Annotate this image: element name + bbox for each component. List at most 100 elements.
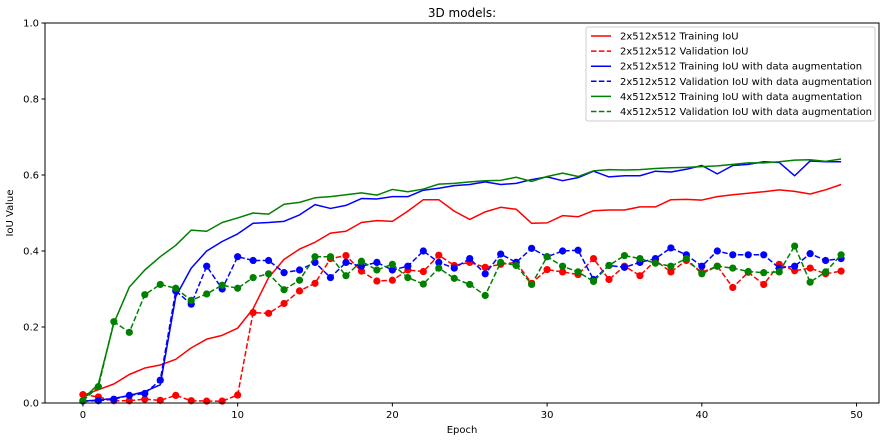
legend-label: 2x512x512 Validation IoU with data augme… [620,77,872,88]
data-point [682,255,690,263]
data-point [636,272,644,280]
data-point [357,257,366,265]
data-point [311,279,319,287]
x-tick-label: 0 [80,410,86,421]
data-point [249,274,257,282]
data-point [822,268,830,276]
series-line [82,254,842,402]
data-point [528,280,536,289]
data-point [466,280,474,289]
data-point [419,280,427,288]
data-point [481,291,489,300]
y-tick-label: 0.6 [23,171,39,182]
chart-title: 3D models: [428,6,496,20]
data-point [311,253,319,261]
legend-label: 4x512x512 Validation IoU with data augme… [620,107,872,118]
x-axis: 0 10 20 30 40 50 [80,403,863,421]
data-point [249,308,257,317]
data-point [125,391,133,399]
data-point [249,256,257,265]
y-tick-label: 0.4 [23,247,39,258]
data-point [156,280,164,289]
series-1 [82,183,842,397]
x-tick-label: 20 [386,410,399,421]
legend-label: 2x512x512 Validation IoU [620,47,749,58]
legend-entry: 2x512x512 Validation IoU with data augme… [591,77,872,88]
data-point [589,255,598,263]
series-3 [82,160,842,402]
legend-label: 2x512x512 Training IoU with data augment… [620,62,862,73]
data-point [651,259,660,267]
data-point [280,269,288,277]
data-point [156,376,164,384]
data-point [450,274,458,282]
data-point [234,284,242,292]
data-point [605,275,613,284]
legend-box [585,26,876,122]
data-point [698,262,706,270]
data-point [234,253,242,261]
legend-entry: 4x512x512 Validation IoU with data augme… [591,107,872,118]
series-6 [79,242,845,405]
data-point [729,264,737,272]
data-point [806,278,814,286]
data-point [558,262,567,270]
data-point [342,272,350,280]
data-point [729,251,737,259]
data-point [435,251,443,259]
data-point [141,389,149,398]
data-point [729,283,737,292]
data-point [806,264,814,272]
series-line [82,158,842,400]
data-point [373,266,381,274]
series-line [82,183,842,397]
data-point [497,250,505,258]
legend-entry: 2x512x512 Validation IoU [591,47,749,58]
data-point [172,391,180,399]
data-point [528,244,536,252]
data-point [497,258,505,266]
legend-label: 2x512x512 Training IoU [620,32,739,43]
data-point [760,280,768,289]
data-point [404,274,412,282]
data-point [435,264,443,272]
data-point [125,328,133,336]
legend-entry: 4x512x512 Training IoU with data augment… [591,92,862,103]
data-point [264,270,273,278]
x-tick-label: 40 [695,410,708,421]
data-point [373,277,381,285]
data-point [620,251,629,260]
data-point [203,397,211,405]
data-point [373,258,381,266]
data-point [218,281,226,289]
data-point [450,264,458,272]
data-point [172,284,180,292]
data-point [775,268,783,276]
data-point [388,260,396,268]
data-point [667,262,675,270]
data-point [760,251,768,259]
data-point [141,395,149,403]
y-tick-label: 0.0 [23,399,39,410]
data-point [435,258,443,266]
data-point [110,318,118,326]
data-point [342,251,350,260]
data-point [326,253,335,261]
plot-area-frame [44,22,880,404]
data-point [326,274,335,282]
y-axis: 0.0 0.2 0.4 0.6 0.8 1.0 [23,19,45,410]
data-point [543,266,551,274]
x-tick-label: 30 [541,410,554,421]
data-point [837,251,845,259]
data-point [466,255,474,263]
data-point [791,242,799,250]
data-point [419,247,427,255]
data-point [357,262,366,270]
data-point [264,309,273,317]
data-point [234,391,242,399]
data-point [574,246,582,254]
data-point [744,251,752,259]
y-tick-label: 1.0 [23,19,39,30]
data-point [713,262,721,270]
